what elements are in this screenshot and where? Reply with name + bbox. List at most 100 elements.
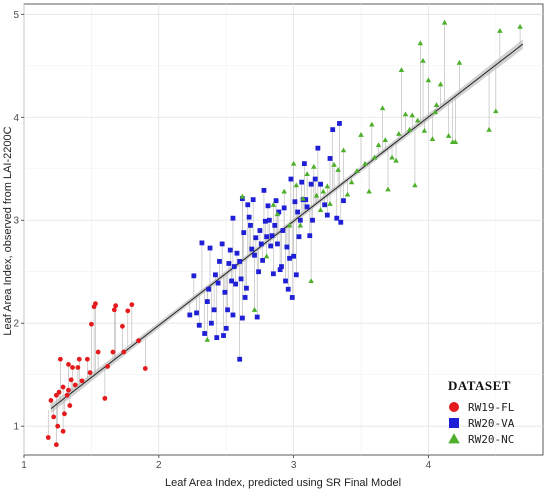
point-rw20-nc [497,28,503,33]
point-rw20-nc [425,77,432,83]
point-rw20-va [283,278,288,284]
point-rw20-nc [409,112,415,118]
point-rw20-nc [362,160,368,166]
point-rw19-fl [84,356,90,362]
point-rw19-fl [79,378,85,384]
point-rw20-va [307,233,313,239]
point-rw19-fl [51,414,57,420]
point-rw20-nc [402,111,409,117]
point-rw20-va [315,145,321,151]
point-rw20-va [214,335,220,341]
point-rw20-va [279,264,284,269]
point-rw20-nc [304,171,310,176]
point-rw19-fl [87,370,93,376]
point-rw20-nc [389,154,395,160]
point-rw19-fl [142,366,148,371]
point-rw20-va [215,280,221,286]
point-rw20-nc [406,126,413,132]
point-rw20-nc [421,127,428,133]
point-rw20-va [299,179,305,185]
point-rw20-va [225,307,230,313]
point-rw19-fl [67,403,73,408]
y-axis-ticks: 1 2 3 4 5 [13,10,24,433]
point-rw20-va [244,285,249,291]
point-rw20-va [237,356,243,362]
point-rw20-nc [429,136,436,141]
point-rw20-va [226,261,232,266]
point-rw19-fl [125,308,131,314]
point-rw19-fl [56,389,62,395]
fit-line [50,43,524,410]
point-rw20-va [256,269,261,275]
point-rw19-fl [89,321,94,327]
x-axis-title: Leaf Area Index, predicted using SR Fina… [165,477,401,489]
point-rw20-nc [417,40,424,46]
point-rw20-va [229,278,234,284]
point-rw20-nc [327,200,333,206]
x-tick-label: 3 [291,460,297,471]
point-rw20-nc [371,154,378,160]
point-rw20-nc [239,193,246,199]
point-rw20-va [273,198,279,204]
point-rw19-fl [113,303,119,309]
point-rw20-nc [382,137,389,142]
point-rw20-va [194,310,199,316]
point-rw20-nc [308,278,314,284]
point-rw20-va [280,228,286,233]
point-rw20-va [238,276,244,282]
point-rw20-va [211,307,217,313]
point-rw20-va [204,299,210,304]
point-rw20-va [254,314,260,320]
point-rw20-va [265,203,271,209]
point-rw20-va [227,247,233,253]
x-tick-label: 1 [21,460,27,471]
point-rw19-fl [70,365,75,370]
y-axis-title: Leaf Area Index, observed from LAI-2200C [2,126,14,335]
point-rw20-va [239,315,245,321]
point-rw20-va [219,241,225,247]
point-rw20-nc [354,168,360,173]
point-rw19-fl [72,382,78,388]
x-tick-label: 2 [156,460,162,471]
x-tick-label: 4 [426,460,432,471]
point-rw20-nc [366,188,372,194]
point-rw20-va [312,176,318,182]
point-rw19-fl [68,377,74,383]
point-rw19-fl [110,349,116,355]
point-rw20-va [292,199,298,205]
point-rw20-va [250,197,256,203]
point-rw20-va [285,286,291,292]
point-rw19-fl [76,356,82,362]
y-tick-label: 3 [13,216,19,227]
y-tick-label: 1 [13,422,19,433]
point-rw20-va [222,289,228,295]
point-rw20-va [324,212,330,218]
y-tick-label: 4 [13,113,19,124]
point-rw20-va [260,257,266,263]
point-rw20-va [275,241,280,247]
point-rw20-va [196,322,202,328]
point-rw19-fl [64,392,70,398]
point-rw19-fl [55,423,61,429]
point-rw20-va [264,234,270,240]
y-tick-label: 2 [13,319,19,330]
point-rw20-va [293,272,299,278]
point-rw20-nc [517,23,523,29]
point-rw20-va [207,245,213,251]
point-rw20-nc [290,160,297,166]
point-rw20-nc [270,202,277,207]
point-rw19-fl [105,364,110,369]
point-rw20-va [296,234,302,240]
point-rw20-nc [297,222,304,228]
point-rw19-fl [66,361,71,367]
legend-label-rw19-fl: RW19-FL [468,401,515,414]
point-rw20-va [266,217,272,223]
point-rw20-nc [486,126,492,132]
point-rw20-va [337,121,342,126]
point-rw19-fl [60,428,66,434]
point-rw20-va [248,222,253,228]
point-rw20-nc [358,132,364,137]
point-rw19-fl [53,442,59,448]
point-rw20-nc [344,191,351,197]
point-rw20-nc [274,211,281,217]
